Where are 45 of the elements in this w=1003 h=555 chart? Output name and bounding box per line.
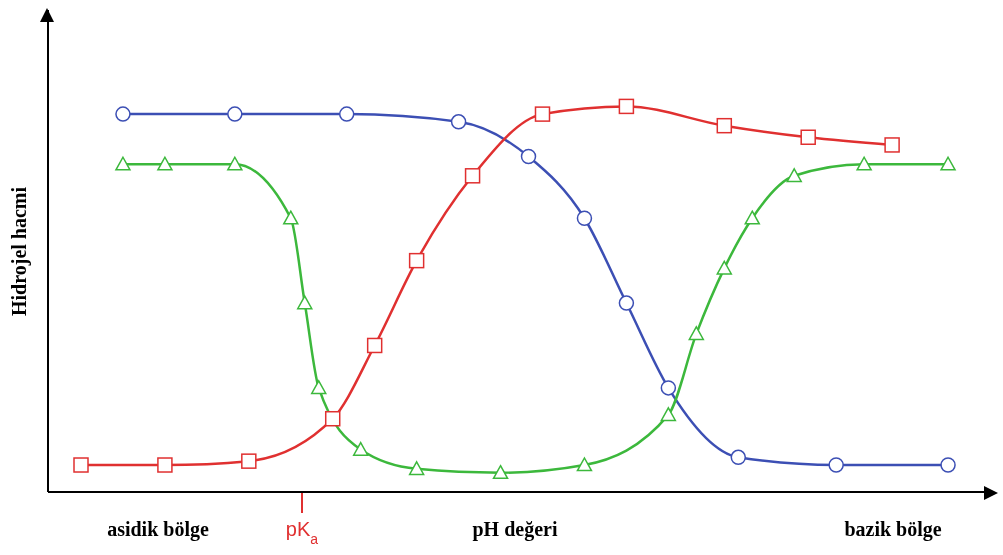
point [324,410,341,427]
point [227,106,243,122]
point [940,457,956,473]
point [297,295,313,310]
point [338,106,355,122]
point [618,98,635,115]
point [576,457,593,472]
point [408,461,425,476]
point [227,156,243,171]
point [786,168,802,183]
point [744,210,761,225]
point [157,156,173,171]
point [730,449,747,466]
point [618,295,635,311]
text: pK$_{a}$ [285,518,319,547]
point [352,441,369,456]
point [366,337,383,354]
point [283,210,299,225]
point [940,156,956,171]
point [856,156,872,171]
point [450,114,467,130]
text: bazik bölge [844,518,942,541]
point [660,407,677,422]
point [828,457,844,473]
point [716,260,733,275]
point [115,156,131,171]
y-axis-title: Hidrojel hacmi [8,186,31,317]
x-axis-title: pH değeri [472,518,558,541]
point [157,457,173,473]
point [800,129,816,145]
point [115,106,131,122]
point [73,457,89,473]
point [408,252,425,269]
point [576,210,593,226]
point [688,326,705,341]
point [716,117,733,134]
point [492,464,509,480]
point [660,380,677,396]
point [520,148,537,165]
text: asidik bölge [107,518,209,541]
point [534,106,551,122]
point [310,380,327,395]
point [884,137,900,153]
point [464,168,481,184]
point [241,453,257,469]
